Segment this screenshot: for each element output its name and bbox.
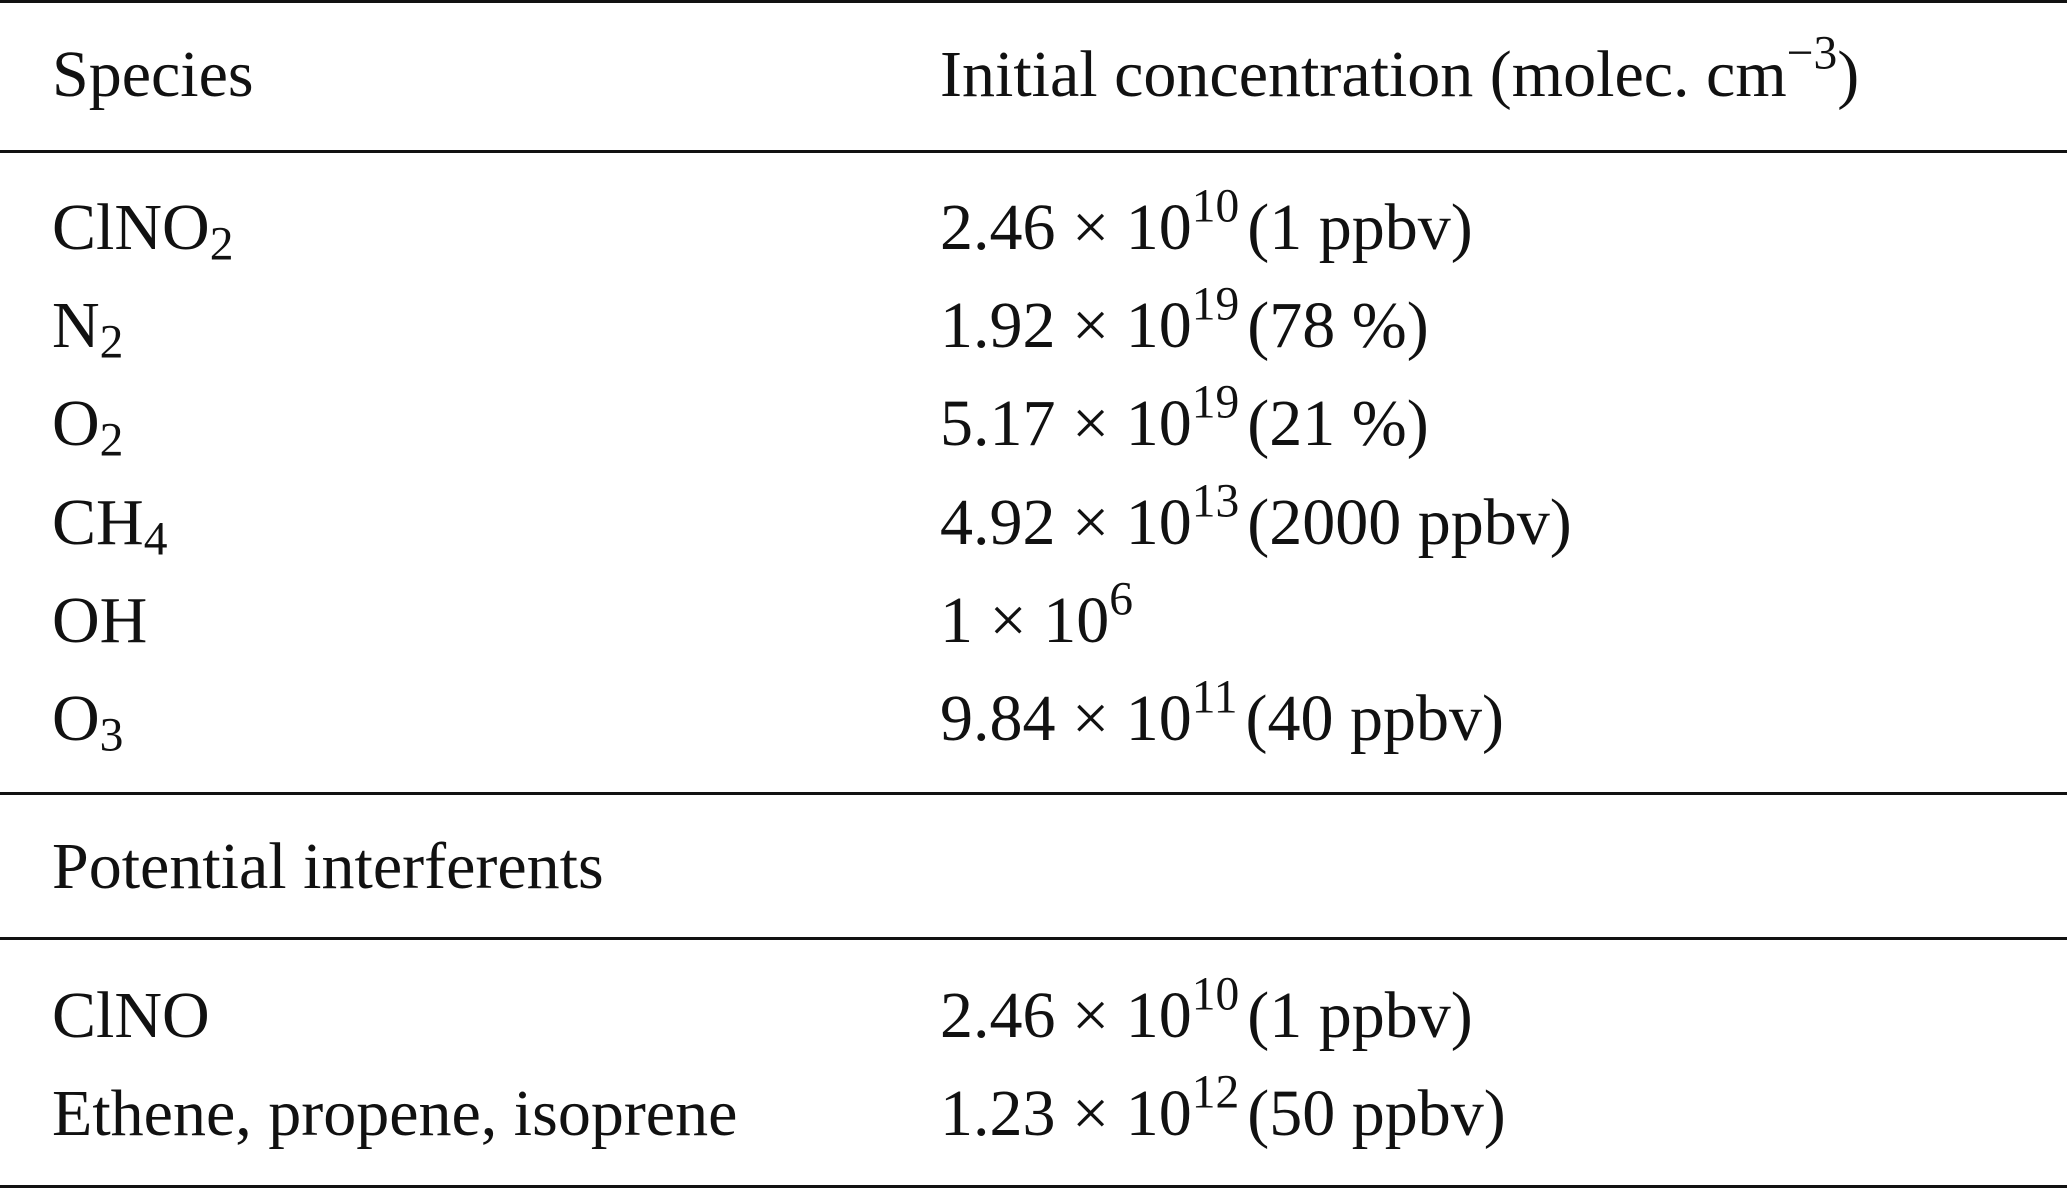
concentration-cell: 4.92 × 1013 (2000 ppbv) xyxy=(940,478,1572,556)
concentration-mantissa: 1 × 10 xyxy=(940,584,1110,657)
species-cell: O2 xyxy=(52,391,123,465)
species-name: O xyxy=(52,682,100,755)
concentration-mantissa: 4.92 × 10 xyxy=(940,486,1192,559)
concentration-cell: 1.23 × 1012 (50 ppbv) xyxy=(940,1069,1506,1147)
concentration-exponent: 6 xyxy=(1109,573,1133,626)
concentration-exponent: 11 xyxy=(1191,671,1238,724)
header-rule xyxy=(0,150,2067,153)
interferent-cell: Ethene, propene, isoprene xyxy=(52,1081,737,1147)
concentration-mantissa: 2.46 × 10 xyxy=(940,191,1192,264)
species-name: ClNO xyxy=(52,191,210,264)
species-subscript: 2 xyxy=(209,218,234,271)
interferent-name: Ethene, propene, isoprene xyxy=(52,1077,738,1150)
species-subscript: 3 xyxy=(99,709,124,762)
concentration-mantissa: 2.46 × 10 xyxy=(940,979,1192,1052)
concentration-mantissa: 1.23 × 10 xyxy=(940,1077,1192,1150)
concentration-note: (40 ppbv) xyxy=(1245,682,1504,755)
species-cell: N2 xyxy=(52,293,123,367)
concentration-exponent: 19 xyxy=(1191,376,1240,429)
concentration-exponent: 13 xyxy=(1191,475,1240,528)
header-concentration-exponent: −3 xyxy=(1786,27,1838,80)
section-rule xyxy=(0,792,2067,795)
concentration-cell: 9.84 × 1011 (40 ppbv) xyxy=(940,674,1504,752)
species-cell: CH4 xyxy=(52,490,167,564)
concentration-note: (21 %) xyxy=(1247,387,1429,460)
concentration-exponent: 10 xyxy=(1191,180,1240,233)
header-species: Species xyxy=(52,38,254,111)
concentration-cell: 2.46 × 1010 (1 ppbv) xyxy=(940,971,1473,1049)
header-concentration-text: Initial concentration (molec. cm xyxy=(940,38,1787,111)
concentration-note: (50 ppbv) xyxy=(1247,1077,1506,1150)
species-subscript: 2 xyxy=(99,414,124,467)
concentration-mantissa: 9.84 × 10 xyxy=(940,682,1192,755)
species-name: N xyxy=(52,289,100,362)
header-concentration-close: ) xyxy=(1837,38,1860,111)
interferent-cell: ClNO xyxy=(52,983,210,1049)
species-name: O xyxy=(52,387,100,460)
species-cell: O3 xyxy=(52,686,123,760)
species-name: CH xyxy=(52,486,144,559)
concentration-note: (2000 ppbv) xyxy=(1247,486,1572,559)
section-title: Potential interferents xyxy=(52,830,604,903)
concentration-cell: 1.92 × 1019 (78 %) xyxy=(940,281,1429,359)
concentration-exponent: 19 xyxy=(1191,278,1240,331)
concentration-note: (1 ppbv) xyxy=(1247,979,1473,1052)
species-cell: ClNO2 xyxy=(52,195,233,269)
concentration-cell: 1 × 106 xyxy=(940,576,1141,654)
interferent-name: ClNO xyxy=(52,979,210,1052)
concentration-note: (1 ppbv) xyxy=(1247,191,1473,264)
concentration-note: (78 %) xyxy=(1247,289,1429,362)
concentration-exponent: 12 xyxy=(1191,1066,1240,1119)
concentration-mantissa: 1.92 × 10 xyxy=(940,289,1192,362)
bottom-rule xyxy=(0,1185,2067,1188)
species-subscript: 4 xyxy=(143,513,168,566)
concentration-mantissa: 5.17 × 10 xyxy=(940,387,1192,460)
species-name: OH xyxy=(52,584,148,657)
species-cell: OH xyxy=(52,588,147,654)
top-rule xyxy=(0,0,2067,3)
header-concentration: Initial concentration (molec. cm−3) xyxy=(940,30,1859,108)
concentration-cell: 5.17 × 1019 (21 %) xyxy=(940,379,1429,457)
interferents-rule xyxy=(0,937,2067,940)
species-subscript: 2 xyxy=(99,316,124,369)
concentration-cell: 2.46 × 1010 (1 ppbv) xyxy=(940,183,1473,261)
concentration-exponent: 10 xyxy=(1191,968,1240,1021)
